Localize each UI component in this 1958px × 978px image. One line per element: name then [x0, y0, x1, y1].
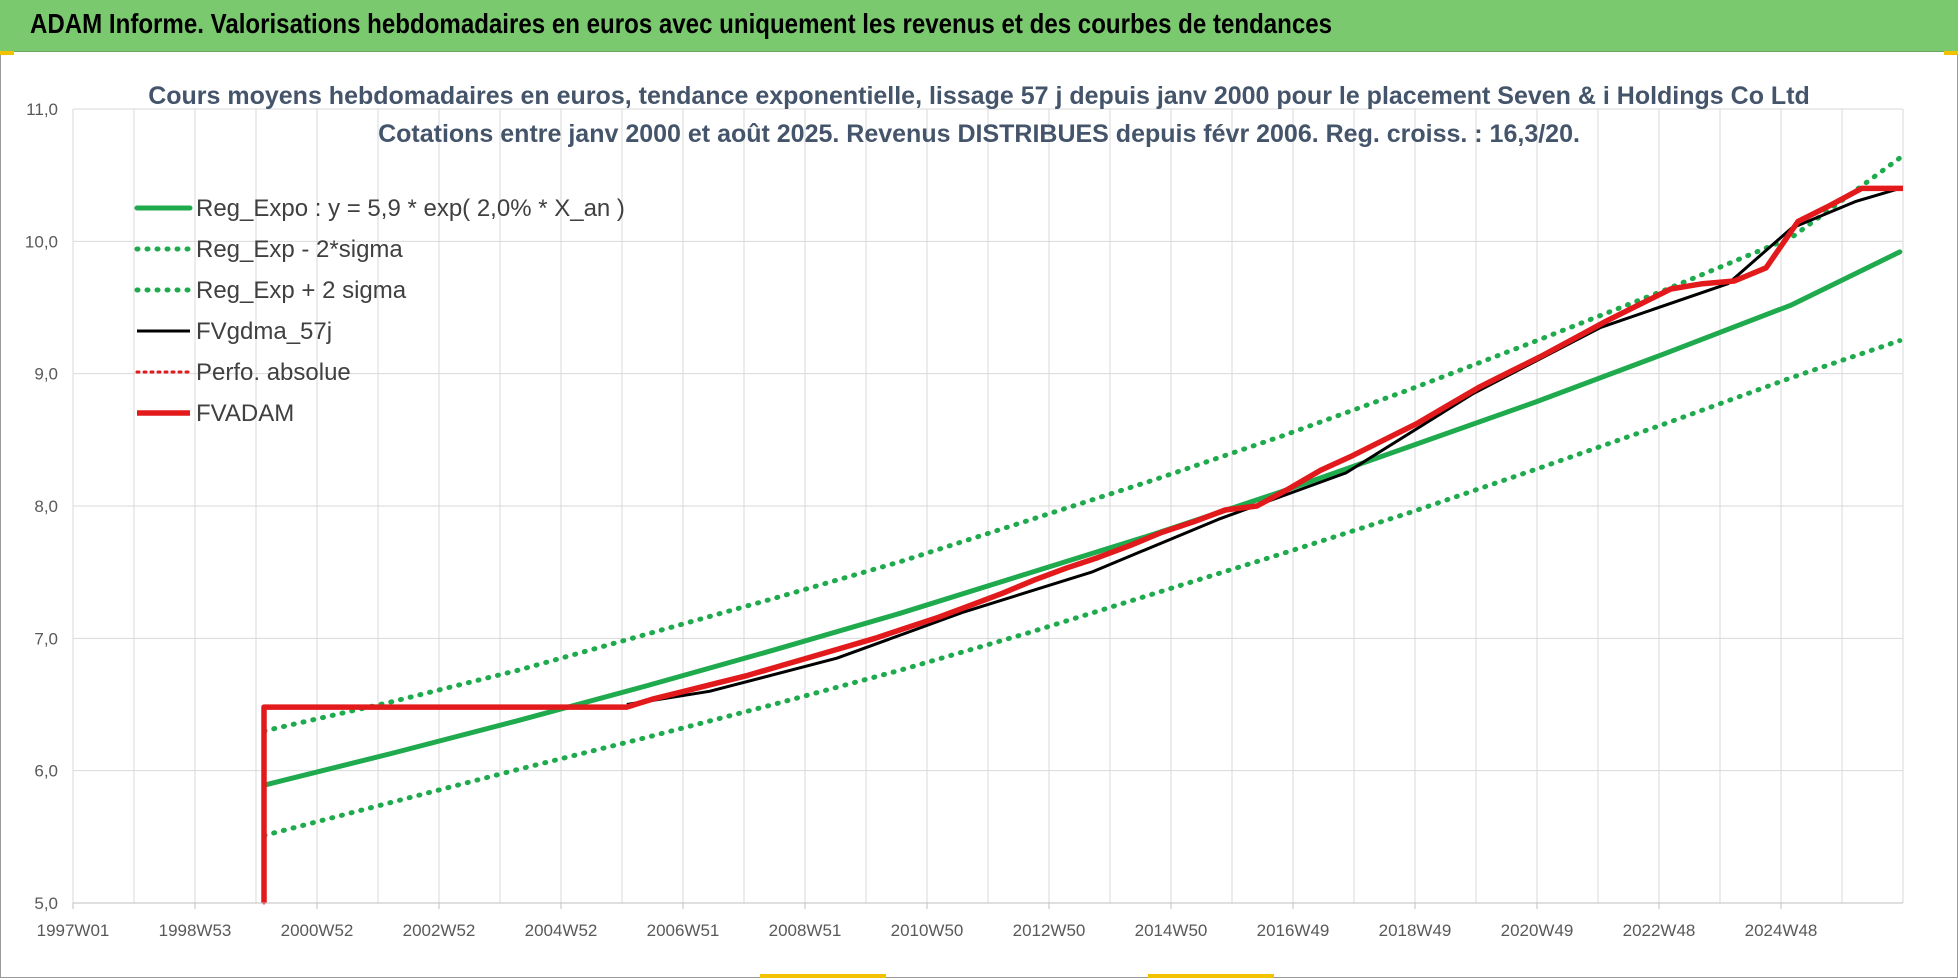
- series-line-3: [261, 155, 1903, 734]
- axis-labels: 5,0 6,0 7,0 8,0 9,0 10,0 11,0 1997W01 1998W53 200…: [25, 100, 1903, 940]
- series-line-1: [261, 249, 1903, 788]
- x-tick-label: 2010W50: [891, 921, 964, 940]
- bottom-accent-right: [1148, 974, 1274, 978]
- y-tick-label: 8,0: [34, 497, 58, 516]
- series-line-6: [261, 185, 1903, 903]
- series-line-5: [262, 705, 629, 905]
- corner-accent-top-right: [1944, 51, 1958, 55]
- legend-label-1: Reg_Expo : y = 5,9 * exp( 2,0% * X_an ): [196, 195, 625, 222]
- x-tick-label: 2002W52: [403, 921, 476, 940]
- x-tick-label: 2012W50: [1013, 921, 1086, 940]
- legend-label-6: FVADAM: [196, 400, 294, 427]
- bottom-accent-left: [760, 974, 886, 978]
- y-tick-label: 10,0: [25, 232, 58, 251]
- y-tick-label: 5,0: [34, 894, 58, 913]
- legend-label-2: Reg_Exp - 2*sigma: [196, 236, 403, 263]
- x-tick-label: 2024W48: [1745, 921, 1818, 940]
- x-tick-label: 2006W51: [647, 921, 720, 940]
- legend-label-3: Reg_Exp + 2 sigma: [196, 277, 407, 304]
- series-line-2: [261, 338, 1903, 838]
- chart-title-line-2: Cotations entre janv 2000 et août 2025. …: [378, 120, 1580, 148]
- series-line-4: [626, 186, 1901, 706]
- x-tick-label: 2022W48: [1623, 921, 1696, 940]
- series-lines: [261, 155, 1903, 905]
- y-tick-label: 7,0: [34, 629, 58, 648]
- x-tick-label: 1998W53: [159, 921, 232, 940]
- legend-label-4: FVgdma_57j: [196, 318, 332, 345]
- y-tick-label: 9,0: [34, 365, 58, 384]
- x-tick-label: 2014W50: [1135, 921, 1208, 940]
- y-tick-label: 6,0: [34, 762, 58, 781]
- legend-label-5: Perfo. absolue: [196, 359, 351, 386]
- report-banner: ADAM Informe. Valorisations hebdomadaire…: [0, 0, 1958, 52]
- x-tick-label: 2008W51: [769, 921, 842, 940]
- chart-legend: Reg_Expo : y = 5,9 * exp( 2,0% * X_an ) R…: [134, 195, 625, 427]
- y-tick-label: 11,0: [26, 100, 58, 119]
- grid-lines: [72, 108, 1904, 904]
- chart-title-line-1: Cours moyens hebdomadaires en euros, ten…: [148, 82, 1810, 110]
- x-tick-label: 2018W49: [1379, 921, 1452, 940]
- x-tick-label: 2020W49: [1501, 921, 1574, 940]
- x-tick-label: 2000W52: [281, 921, 354, 940]
- x-tick-label: 2004W52: [525, 921, 598, 940]
- x-tick-label: 2016W49: [1257, 921, 1330, 940]
- x-tick-label: 1997W01: [37, 921, 110, 940]
- report-title: ADAM Informe. Valorisations hebdomadaire…: [30, 8, 1333, 39]
- corner-accent-top-left: [0, 51, 14, 55]
